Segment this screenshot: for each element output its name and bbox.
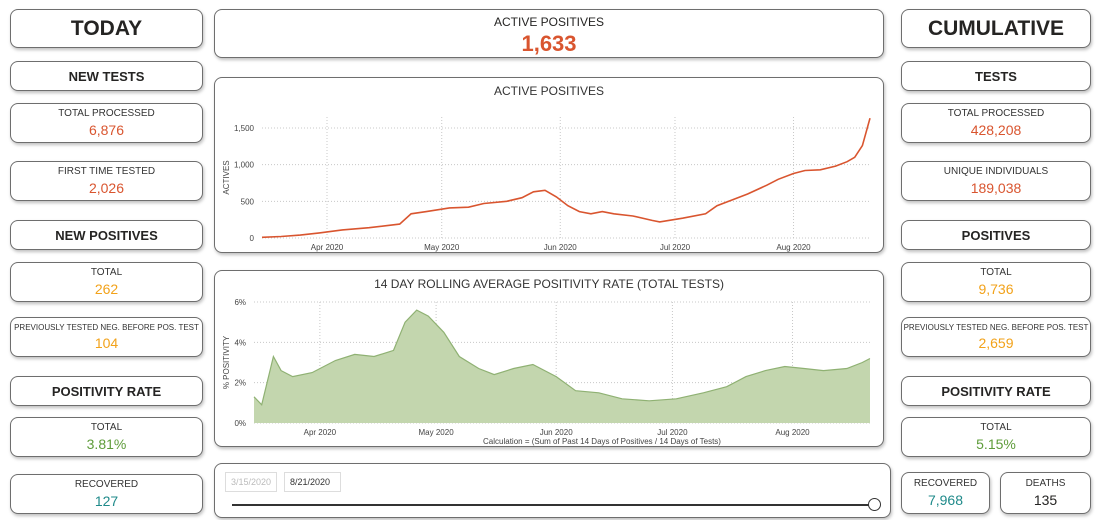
cum-positivity-header: POSITIVITY RATE [901,376,1091,406]
cum-recovered-value: 7,968 [927,492,964,508]
cum-prev-neg-value: 2,659 [978,335,1014,351]
cum-deaths-card: DEATHS 135 [1000,472,1091,514]
x-axis-label: Calculation = (Sum of Past 14 Days of Po… [483,437,721,446]
positivity-line [253,309,871,407]
x-tick-label: Jun 2020 [544,243,577,252]
today-total-processed-value: 6,876 [88,122,125,138]
y-tick-label: 0% [234,419,246,428]
positives-header: POSITIVES [901,220,1091,250]
end-date-input[interactable]: 8/21/2020 [284,472,341,492]
cum-total-processed-card: TOTAL PROCESSED 428,208 [901,103,1091,143]
cum-positives-total-card: TOTAL 9,736 [901,262,1091,302]
cum-positivity-total-card: TOTAL 5.15% [901,417,1091,457]
x-tick-label: Jun 2020 [540,428,573,437]
date-range-slicer[interactable]: 3/15/2020 8/21/2020 [214,463,891,518]
today-first-time-card: FIRST TIME TESTED 2,026 [10,161,203,201]
new-positives-header: NEW POSITIVES [10,220,203,250]
today-prev-neg-value: 104 [94,335,119,351]
cum-unique-card: UNIQUE INDIVIDUALS 189,038 [901,161,1091,201]
active-positives-chart: ACTIVE POSITIVES 0 500 1,000 1,500 Apr 2020 M… [214,77,884,253]
positivity-area [254,310,870,423]
x-tick-label: May 2020 [419,428,455,437]
cumulative-title: CUMULATIVE [901,9,1091,48]
positivity-rate-chart: 14 DAY ROLLING AVERAGE POSITIVITY RATE (… [214,270,884,447]
positivity-plot: 0% 2% 4% 6% Apr 2020 May 2020 Jun 2020 Jul 2020… [222,298,871,446]
chart2-title: 14 DAY ROLLING AVERAGE POSITIVITY RATE (… [374,277,724,291]
x-tick-label: May 2020 [424,243,460,252]
cum-deaths-value: 135 [1033,492,1058,508]
today-total-processed-card: TOTAL PROCESSED 6,876 [10,103,203,143]
y-tick-label: 6% [234,298,246,307]
today-recovered-card: RECOVERED 127 [10,474,203,514]
slider-end-handle[interactable] [868,498,881,511]
x-tick-label: Apr 2020 [304,428,337,437]
y-tick-label: 1,500 [234,124,255,133]
cum-positivity-total-value: 5.15% [976,436,1016,452]
x-tick-label: Jul 2020 [657,428,688,437]
today-first-time-value: 2,026 [88,180,125,196]
y-tick-label: 0 [250,234,255,243]
today-positives-total-card: TOTAL 262 [10,262,203,302]
today-positives-total-value: 262 [94,281,119,297]
x-tick-label: Apr 2020 [311,243,344,252]
y-axis-label: ACTIVES [222,160,231,194]
chart1-title: ACTIVE POSITIVES [493,84,605,98]
positivity-header: POSITIVITY RATE [10,376,203,406]
cum-recovered-card: RECOVERED 7,968 [901,472,990,514]
x-tick-label: Aug 2020 [776,243,811,252]
new-tests-header: NEW TESTS [10,61,203,91]
start-date-input[interactable]: 3/15/2020 [225,472,277,492]
today-positivity-total-card: TOTAL 3.81% [10,417,203,457]
active-positives-kpi: ACTIVE POSITIVES 1,633 [214,9,884,58]
cum-total-processed-value: 428,208 [970,122,1022,138]
y-tick-label: 1,000 [234,161,255,170]
cum-unique-value: 189,038 [970,180,1022,196]
active-positives-plot: 0 500 1,000 1,500 Apr 2020 May 2020 Jun 2020 Ju… [222,117,871,252]
x-tick-label: Aug 2020 [775,428,810,437]
y-tick-label: 2% [234,379,246,388]
cum-prev-neg-card: PREVIOUSLY TESTED NEG. BEFORE POS. TEST … [901,317,1091,357]
y-tick-label: 4% [234,338,246,347]
today-prev-neg-card: PREVIOUSLY TESTED NEG. BEFORE POS. TEST … [10,317,203,357]
today-recovered-value: 127 [94,493,119,509]
cum-positives-total-value: 9,736 [978,281,1014,297]
today-title: TODAY [10,9,203,48]
active-positives-line [261,117,871,239]
tests-header: TESTS [901,61,1091,91]
active-positives-label: ACTIVE POSITIVES [493,15,605,29]
today-positivity-total-value: 3.81% [86,436,127,452]
active-positives-value: 1,633 [521,31,577,56]
y-axis-label: % POSITIVITY [222,335,231,389]
y-tick-label: 500 [241,197,255,206]
x-tick-label: Jul 2020 [660,243,691,252]
slider-track[interactable] [232,504,872,506]
